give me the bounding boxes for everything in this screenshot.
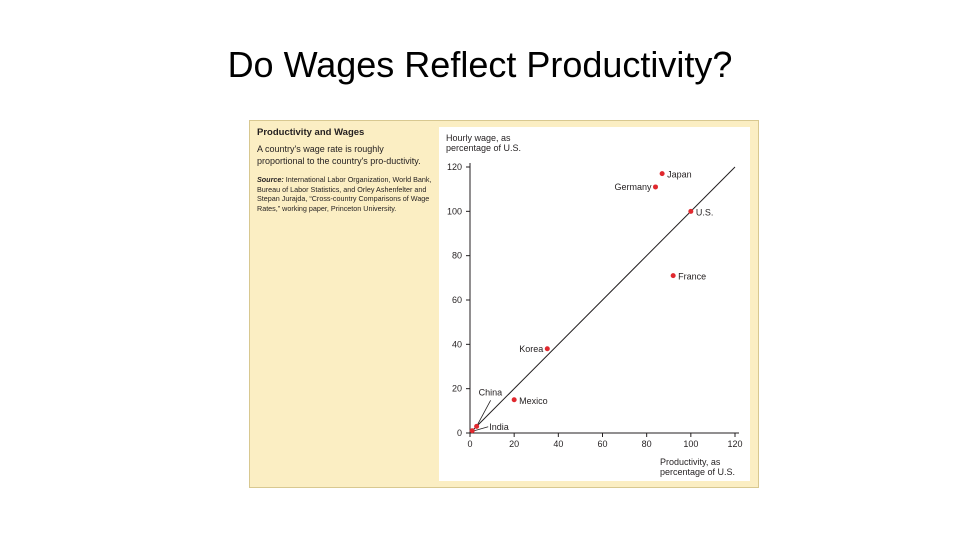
x-tick-label: 80 [642, 439, 652, 449]
point-korea [544, 346, 550, 352]
india-leader-line [474, 426, 489, 432]
point-germany [653, 184, 658, 190]
caption-source: Source: International Labor Organization… [257, 175, 432, 213]
source-text: International Labor Organization, World … [257, 175, 432, 213]
x-tick-label: 120 [727, 439, 742, 449]
point-label-japan: Japan [667, 170, 692, 180]
point-label-mexico: Mexico [519, 396, 548, 406]
point-japan [659, 171, 665, 177]
point-label-us: U.S. [696, 207, 714, 217]
figure-panel: Productivity and Wages A country's wage … [249, 120, 759, 488]
x-tick-label: 100 [683, 439, 698, 449]
slide-title: Do Wages Reflect Productivity? [227, 44, 733, 85]
x-tick-label: 60 [597, 439, 607, 449]
x-tick-label: 20 [509, 439, 519, 449]
point-mexico [511, 397, 517, 403]
point-label-france: France [678, 272, 706, 282]
y-tick-label: 0 [457, 428, 462, 438]
point-china [474, 423, 480, 429]
point-label-germany: Germany [614, 182, 652, 192]
point-label-korea: Korea [519, 344, 543, 354]
point-label-china: China [479, 387, 503, 397]
chart-area: Hourly wage, as percentage of U.S. 0 20 40… [439, 127, 750, 481]
figure-caption: Productivity and Wages A country's wage … [257, 127, 432, 213]
source-label: Source: [257, 175, 284, 184]
y-tick-label: 60 [452, 295, 462, 305]
y-axis-label: Hourly wage, as percentage of U.S. [446, 133, 522, 153]
y-tick-label: 20 [452, 384, 462, 394]
y-tick-label: 100 [447, 206, 462, 216]
point-label-india: India [489, 422, 509, 432]
y-tick-label: 80 [452, 251, 462, 261]
china-leader-line [476, 400, 491, 427]
point-india [469, 428, 475, 434]
x-axis-label: Productivity, as percentage of U.S. [660, 457, 736, 477]
caption-title: Productivity and Wages [257, 127, 365, 138]
x-tick-label: 0 [467, 439, 472, 449]
caption-text: A country's wage rate is roughly proport… [257, 144, 421, 166]
point-us [688, 208, 694, 214]
x-tick-label: 40 [553, 439, 563, 449]
point-france [670, 273, 676, 279]
y-tick-label: 120 [447, 162, 462, 172]
scatter-chart: 0 20 40 60 80 100 120 0 20 40 60 80 100 120 Japan Germa… [447, 162, 743, 449]
y-tick-label: 40 [452, 339, 462, 349]
